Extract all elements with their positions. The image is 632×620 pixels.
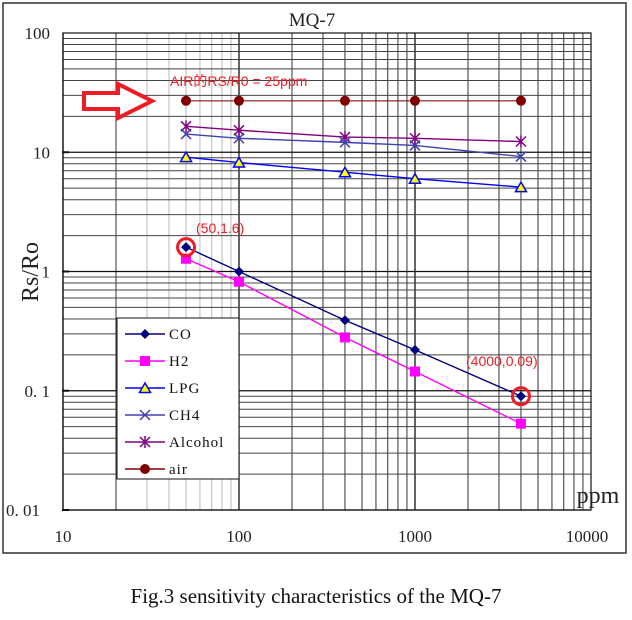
y-tick-label: 10: [33, 143, 50, 162]
y-tick-label: 0. 1: [25, 382, 51, 401]
arrow-right-icon: [82, 80, 157, 122]
data-point-co: [234, 266, 244, 277]
legend-marker: [140, 464, 150, 474]
data-point-co: [339, 315, 350, 326]
data-point-ch4: [233, 132, 245, 144]
data-point-alcohol: [233, 124, 245, 137]
legend-label: air: [169, 462, 188, 478]
figure-caption: Fig.3 sensitivity characteristics of the…: [130, 584, 502, 608]
air-annotation: AIR的RS/R0 = 25ppm: [170, 73, 307, 89]
legend-label: CH4: [169, 408, 200, 424]
series-air: [181, 95, 526, 106]
legend-item-alcohol: Alcohol: [125, 435, 224, 451]
series-co: [181, 242, 526, 402]
data-point-co: [410, 344, 420, 355]
data-point-lpg: [232, 156, 246, 168]
grid: [62, 33, 591, 511]
data-point-air: [339, 95, 350, 106]
data-point-air: [515, 95, 526, 106]
y-axis-label: Rs/Ro: [18, 242, 44, 302]
data-point-alcohol: [339, 131, 351, 144]
series-ch4: [180, 128, 527, 163]
data-point-ch4: [515, 151, 527, 163]
data-point-air: [181, 95, 192, 106]
x-tick-labels: 10 100 1000 10000: [55, 527, 609, 546]
co-end-annotation: (4000,0.09): [466, 353, 538, 369]
co-start-annotation: (50,1.6): [196, 220, 244, 236]
chart-title: MQ-7: [289, 10, 335, 31]
legend-item-h2: H2: [125, 354, 189, 370]
data-point-h2: [234, 276, 244, 287]
x-tick-label: 1000: [398, 527, 432, 546]
data-point-h2: [339, 332, 350, 343]
data-point-h2: [181, 253, 192, 264]
legend-marker: [139, 409, 151, 421]
y-tick-label: 1: [42, 263, 51, 282]
legend-label: Alcohol: [169, 435, 224, 451]
series-h2: [181, 253, 526, 429]
legend-marker: [138, 381, 152, 394]
data-point-ch4: [180, 128, 192, 140]
y-tick-label: 100: [25, 24, 51, 43]
plot-border: [62, 32, 592, 511]
data-point-lpg: [338, 165, 352, 178]
x-tick-label: 10: [55, 527, 72, 546]
data-point-ch4: [409, 139, 421, 151]
legend-label: CO: [169, 327, 192, 343]
data-point-ch4: [339, 136, 351, 148]
legend-marker: [139, 436, 151, 448]
legend-label: LPG: [169, 381, 200, 397]
highlight-circle: [176, 237, 197, 258]
legend-item-air: air: [125, 462, 188, 478]
legend-item-lpg: LPG: [125, 381, 200, 397]
series-lpg: [179, 150, 528, 193]
legend-label: H2: [169, 354, 189, 370]
data-point-air: [234, 95, 244, 106]
chart-frame: [2, 2, 627, 554]
data-point-alcohol: [180, 120, 192, 133]
legend: CO H2 LPG CH4 Alcohol air: [116, 317, 240, 480]
data-point-lpg: [514, 180, 528, 193]
data-point-co: [515, 391, 526, 402]
x-axis-label: ppm: [577, 483, 620, 509]
y-tick-label: 0. 01: [6, 501, 40, 520]
data-point-air: [410, 95, 420, 106]
data-point-h2: [410, 366, 420, 377]
x-tick-label: 100: [226, 527, 252, 546]
legend-item-ch4: CH4: [125, 408, 200, 424]
data-point-lpg: [179, 150, 193, 163]
data-point-co: [181, 242, 192, 253]
legend-marker: [140, 329, 150, 339]
legend-marker: [140, 356, 150, 366]
series-layer: [179, 95, 528, 429]
y-tick-labels: 100 10 1 0. 1 0. 01: [6, 24, 50, 520]
data-point-h2: [515, 418, 526, 429]
highlight-circle: [510, 386, 531, 407]
highlight-circles: [176, 237, 531, 407]
legend-item-co: CO: [125, 327, 192, 343]
data-point-lpg: [408, 172, 422, 184]
data-point-alcohol: [515, 135, 527, 148]
legend-box: [116, 317, 240, 480]
sensitivity-chart: MQ-7 100 10 1 0. 1 0. 01 10 100 1000 10000 Rs/R…: [2, 2, 627, 554]
x-tick-label: 10000: [566, 527, 609, 546]
